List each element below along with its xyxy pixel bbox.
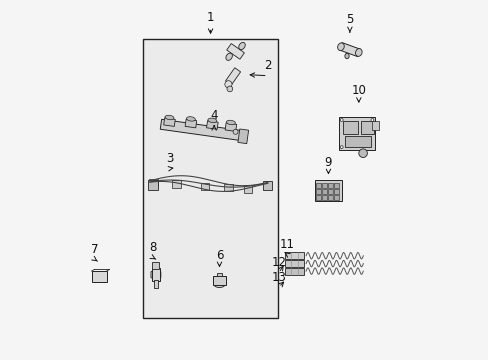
Circle shape	[340, 146, 343, 149]
Bar	[142, 39, 278, 318]
Bar	[314, 180, 341, 201]
Bar	[344, 136, 370, 147]
Text: 6: 6	[215, 248, 223, 261]
Bar	[238, 129, 248, 144]
Bar	[91, 271, 106, 282]
Bar	[201, 183, 209, 190]
Circle shape	[370, 118, 373, 121]
Text: 7: 7	[91, 243, 99, 256]
Bar	[284, 268, 304, 275]
Bar	[328, 183, 333, 188]
Text: 1: 1	[206, 11, 214, 24]
Text: 11: 11	[279, 238, 294, 251]
Bar	[224, 123, 236, 131]
Ellipse shape	[225, 53, 232, 60]
Ellipse shape	[355, 49, 362, 56]
Bar	[213, 276, 225, 285]
Text: 8: 8	[149, 241, 157, 255]
Circle shape	[226, 86, 232, 92]
Bar	[328, 189, 333, 194]
Bar	[185, 119, 196, 128]
Bar	[149, 179, 157, 186]
Polygon shape	[151, 269, 161, 280]
Bar	[334, 183, 339, 188]
Bar	[342, 121, 357, 134]
Text: 9: 9	[324, 156, 331, 168]
Ellipse shape	[207, 118, 216, 122]
Bar	[339, 42, 360, 57]
Bar	[151, 268, 160, 281]
Bar	[263, 181, 271, 190]
Text: 4: 4	[210, 109, 218, 122]
Ellipse shape	[214, 282, 224, 288]
Bar	[372, 121, 378, 130]
Bar	[163, 118, 175, 126]
Bar	[322, 183, 326, 188]
Bar	[244, 185, 252, 193]
Text: 5: 5	[346, 13, 353, 26]
Circle shape	[358, 149, 366, 157]
Text: 13: 13	[271, 271, 285, 284]
Bar	[360, 121, 373, 134]
Bar	[316, 189, 321, 194]
Bar	[154, 280, 157, 288]
Bar	[152, 262, 159, 269]
Bar	[160, 119, 243, 141]
Bar	[226, 44, 244, 59]
Ellipse shape	[337, 43, 344, 51]
Bar	[334, 195, 339, 200]
Bar	[148, 180, 158, 190]
Bar	[322, 189, 326, 194]
Ellipse shape	[165, 115, 174, 120]
Bar	[172, 180, 181, 188]
Bar	[225, 68, 240, 85]
Ellipse shape	[226, 120, 235, 125]
Ellipse shape	[186, 117, 195, 121]
Text: 12: 12	[271, 256, 285, 269]
Bar	[216, 273, 222, 276]
Ellipse shape	[238, 42, 245, 50]
Ellipse shape	[344, 53, 348, 59]
Bar	[339, 117, 374, 150]
Text: 3: 3	[165, 152, 173, 165]
Bar	[284, 252, 304, 259]
Bar	[316, 183, 321, 188]
Bar	[322, 195, 326, 200]
Bar	[328, 195, 333, 200]
Text: 10: 10	[351, 84, 366, 97]
Circle shape	[340, 118, 343, 121]
Bar	[334, 189, 339, 194]
Text: 2: 2	[264, 59, 271, 72]
Bar	[316, 195, 321, 200]
Circle shape	[233, 129, 238, 134]
Bar	[206, 121, 218, 129]
Bar	[284, 260, 304, 267]
Circle shape	[224, 81, 231, 88]
Bar	[224, 184, 232, 192]
